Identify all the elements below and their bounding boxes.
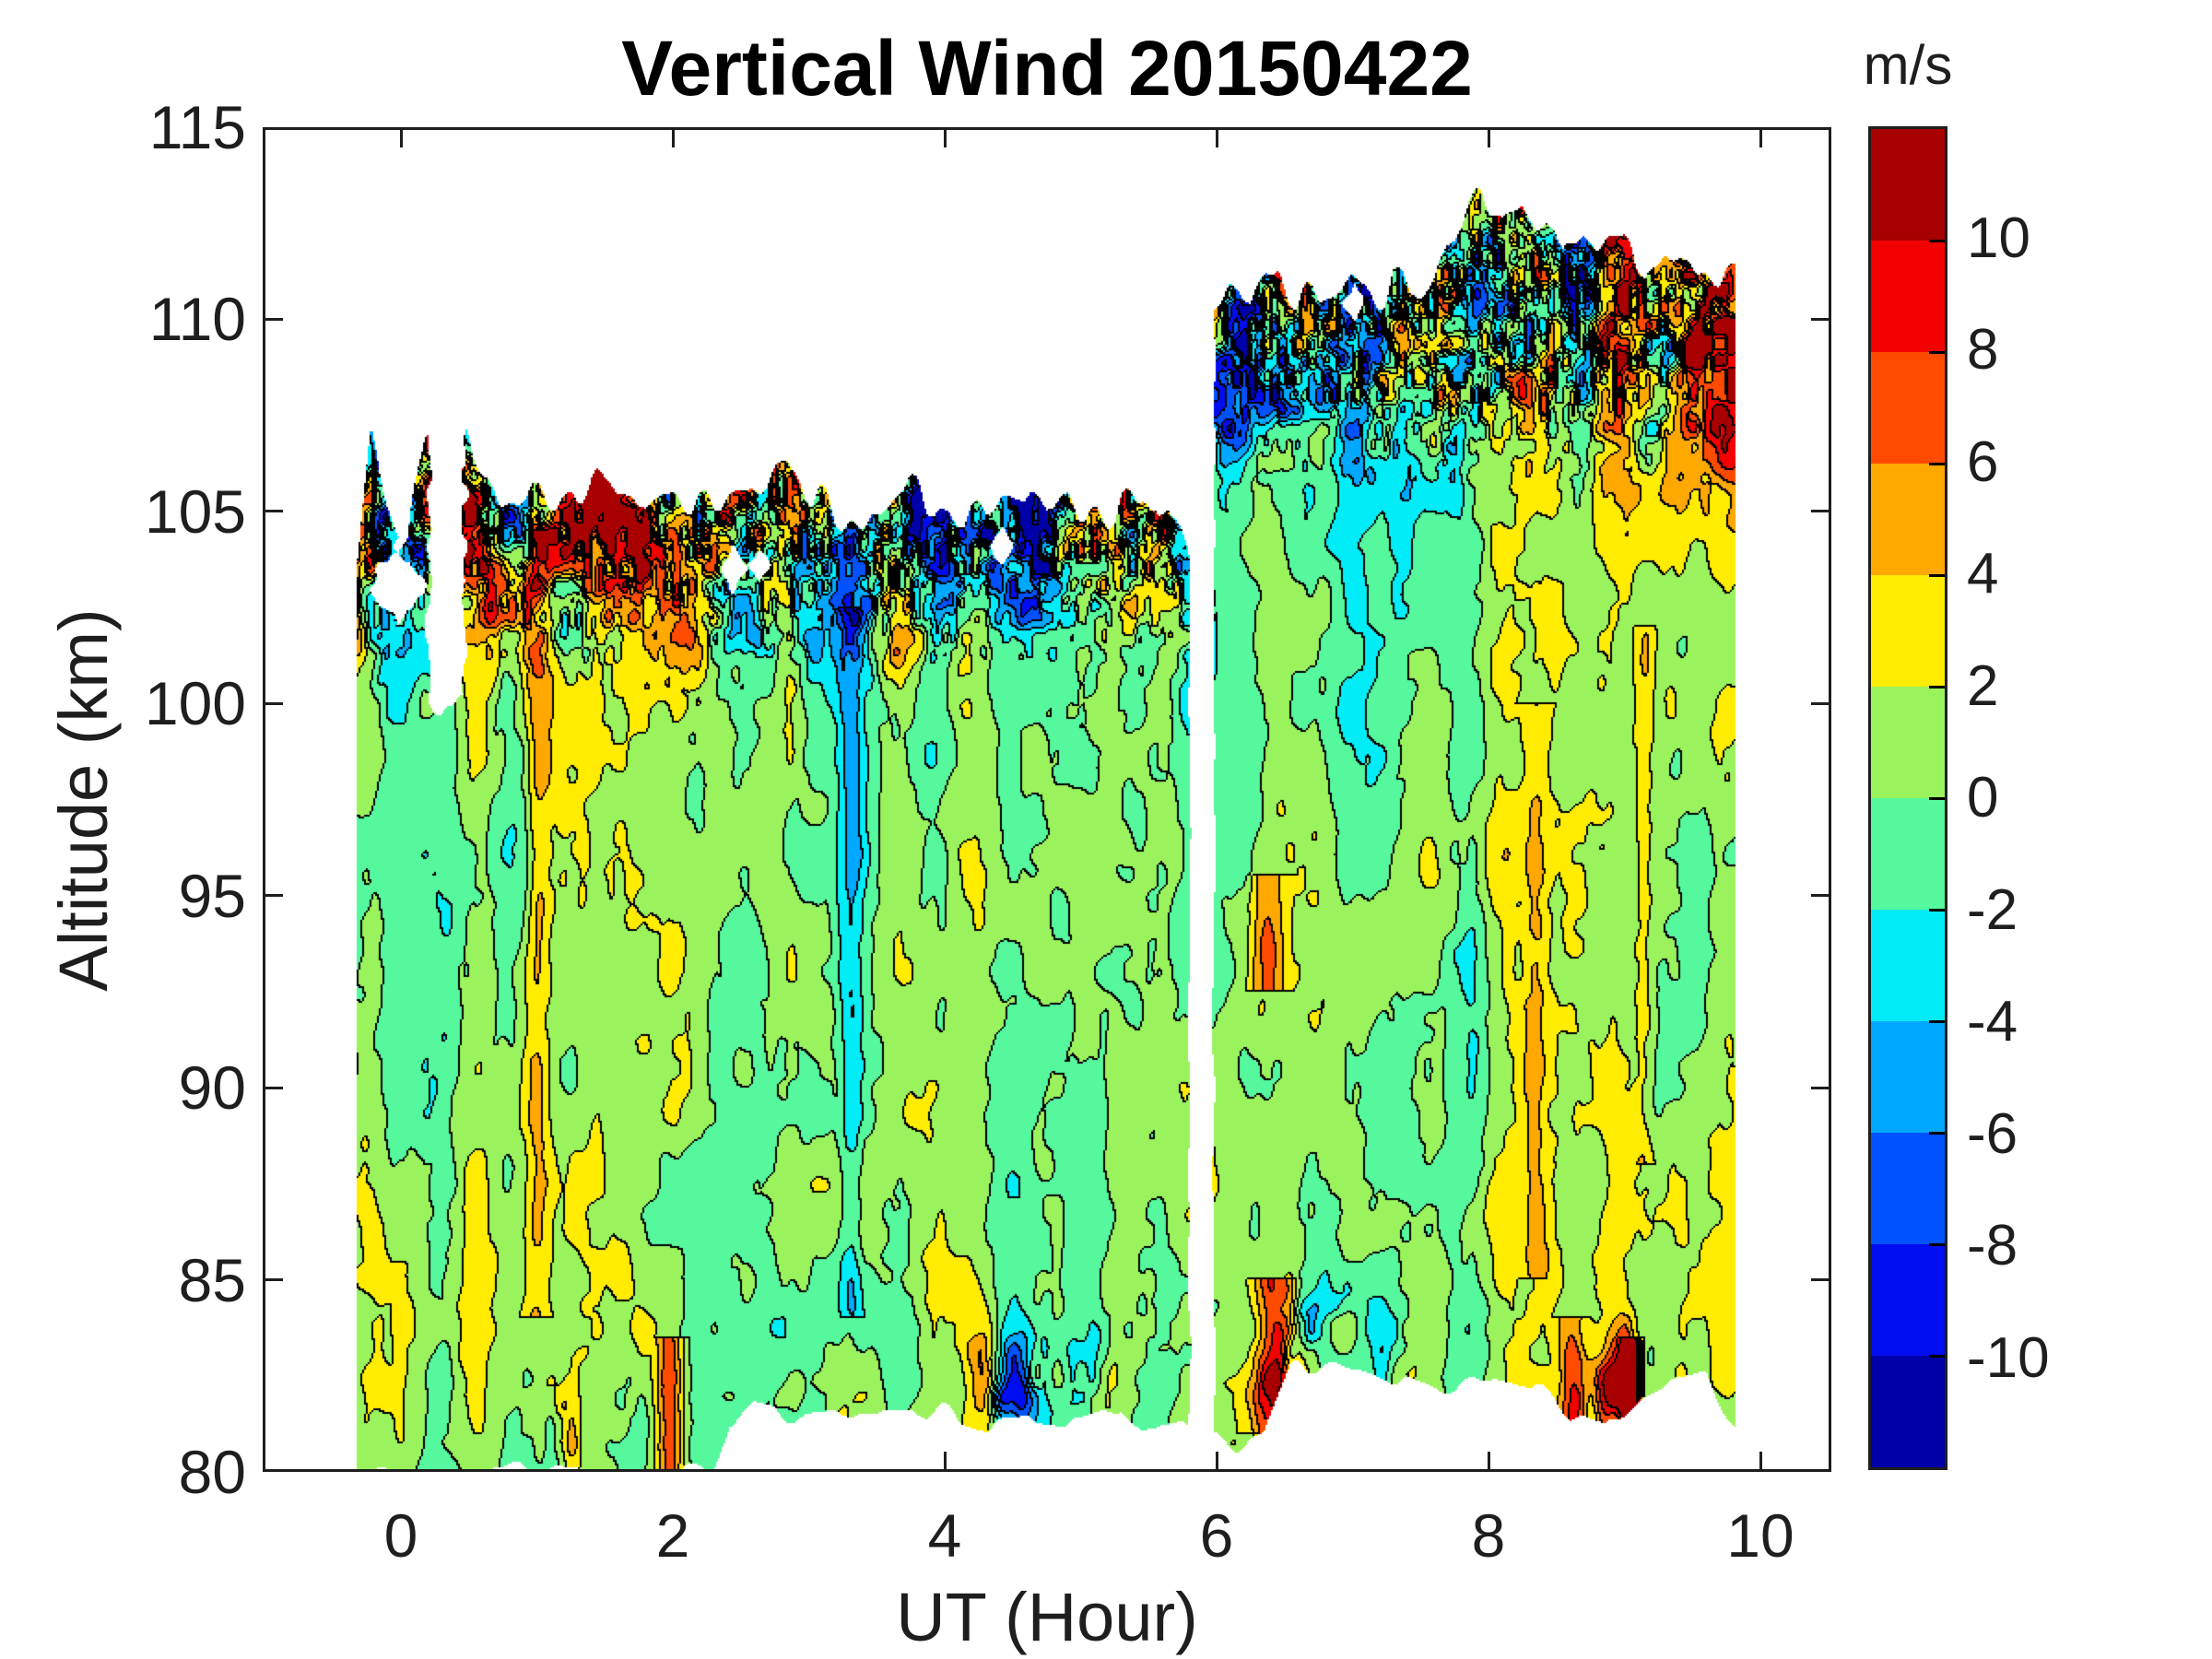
y-axis-label: Altitude (km): [45, 608, 122, 992]
colorbar-tick-label: -10: [1967, 1325, 2050, 1390]
colorbar-tick-mark: [1929, 908, 1945, 912]
colorbar-tick-label: 6: [1967, 429, 1999, 494]
colorbar-tick-label: -4: [1967, 990, 2018, 1053]
colorbar-segment: [1871, 1021, 1945, 1133]
colorbar-tick-label: -2: [1967, 877, 2018, 942]
colorbar-tick-label: 2: [1967, 653, 1999, 718]
colorbar-segment: [1871, 1244, 1945, 1356]
x-tick-label: 10: [1726, 1501, 1794, 1570]
colorbar-tick-label: 10: [1967, 206, 2030, 270]
y-tick-label: 95: [178, 861, 246, 930]
x-tick-label: 2: [655, 1501, 690, 1570]
colorbar-tick-mark: [1929, 1354, 1945, 1358]
chart-title: Vertical Wind 20150422: [621, 25, 1473, 112]
colorbar-tick-mark: [1929, 350, 1945, 354]
y-tick-label: 105: [144, 477, 246, 546]
colorbar-segment: [1871, 575, 1945, 687]
colorbar-tick-label: 0: [1967, 766, 1999, 830]
y-tick-label: 110: [148, 285, 246, 354]
colorbar-tick-mark: [1929, 573, 1945, 577]
colorbar-segment: [1871, 352, 1945, 464]
x-tick-label: 0: [383, 1501, 418, 1570]
y-tick-label: 85: [178, 1245, 246, 1314]
plot-area: [263, 127, 1831, 1472]
colorbar: [1868, 126, 1947, 1470]
colorbar-tick-mark: [1929, 1131, 1945, 1135]
y-tick-label: 90: [178, 1053, 246, 1123]
y-tick-label: 100: [144, 669, 246, 738]
colorbar-segment: [1871, 1356, 1945, 1467]
colorbar-unit-label: m/s: [1863, 34, 1953, 96]
x-axis-label: UT (Hour): [896, 1579, 1198, 1655]
colorbar-tick-mark: [1929, 1019, 1945, 1023]
colorbar-tick-mark: [1929, 1242, 1945, 1246]
colorbar-tick-label: -6: [1967, 1101, 2018, 1166]
colorbar-segment: [1871, 129, 1945, 241]
colorbar-tick-mark: [1929, 462, 1945, 465]
colorbar-tick-label: 8: [1967, 318, 1999, 382]
colorbar-segment: [1871, 241, 1945, 352]
colorbar-segment: [1871, 464, 1945, 575]
y-tick-label: 80: [178, 1438, 246, 1506]
colorbar-segment: [1871, 1133, 1945, 1244]
colorbar-tick-mark: [1929, 796, 1945, 800]
colorbar-segment: [1871, 910, 1945, 1021]
x-tick-label: 8: [1471, 1501, 1506, 1570]
colorbar-segment: [1871, 798, 1945, 910]
colorbar-tick-label: -8: [1967, 1214, 2018, 1277]
colorbar-tick-mark: [1929, 239, 1945, 242]
colorbar-tick-mark: [1929, 685, 1945, 688]
x-tick-label: 6: [1199, 1501, 1234, 1570]
colorbar-segment: [1871, 687, 1945, 798]
x-tick-label: 4: [927, 1501, 962, 1570]
colorbar-tick-label: 4: [1967, 542, 1999, 606]
contour-canvas: [263, 127, 1831, 1472]
y-tick-label: 115: [148, 93, 246, 161]
